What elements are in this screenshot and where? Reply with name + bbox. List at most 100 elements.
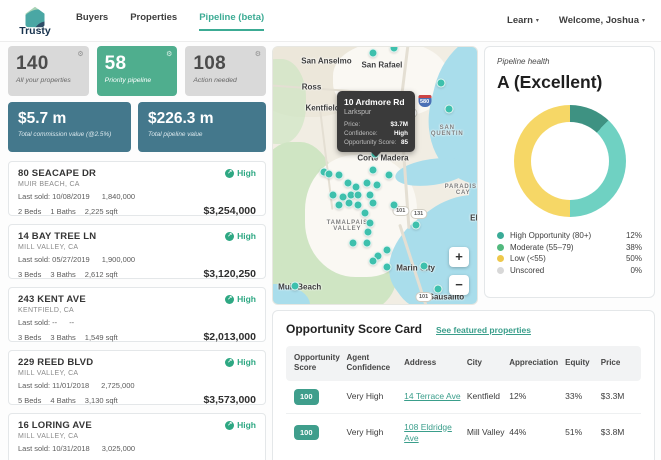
property-specs: 5 Beds 4 Baths 3,130 sqft	[18, 395, 118, 405]
map-marker[interactable]	[384, 170, 394, 180]
address-link[interactable]: 108 Eldridge Ave	[404, 421, 452, 443]
map-place-label: El	[470, 213, 478, 223]
opportunity-badge: ↗ High	[225, 231, 256, 241]
map-marker[interactable]	[362, 238, 372, 248]
route-shield-icon: 131	[410, 208, 428, 219]
see-featured-link[interactable]: See featured properties	[436, 325, 531, 335]
map-marker[interactable]	[389, 200, 399, 210]
address-link[interactable]: 14 Terrace Ave	[404, 391, 461, 402]
map-marker[interactable]	[362, 178, 372, 188]
property-address: 243 KENT AVE	[18, 294, 86, 305]
map-marker[interactable]	[348, 238, 358, 248]
appreciation-cell: 44%	[509, 427, 527, 438]
property-address: 229 REED BLVD	[18, 357, 94, 368]
top-navbar: Trusty Buyers Properties Pipeline (beta) L…	[0, 0, 661, 42]
map-road-badges: 580131101131101	[273, 47, 477, 304]
map-marker[interactable]	[382, 262, 392, 272]
map-marker[interactable]	[368, 256, 378, 266]
map-tooltip: 10 Ardmore Rd Larkspur Price: $3.7M Conf…	[337, 91, 415, 157]
stat-card[interactable]: ⚙ 140 All your properties	[8, 46, 89, 96]
property-card[interactable]: 14 BAY TREE LN MILL VALLEY, CA ↗ High La…	[8, 224, 266, 280]
property-city: KENTFIELD, CA	[18, 306, 75, 314]
tooltip-row: Opportunity Score: 85	[344, 139, 408, 146]
column-header: Address	[404, 358, 437, 368]
map-marker[interactable]	[353, 200, 363, 210]
account-menu[interactable]: Welcome, Joshua ▾	[558, 15, 645, 26]
map-marker[interactable]	[382, 245, 392, 255]
map-marker[interactable]	[372, 180, 382, 190]
property-address: 16 LORING AVE	[18, 420, 92, 431]
brand-name: Trusty	[19, 25, 51, 37]
property-specs: 3 Beds 3 Baths 2,612 sqft	[18, 269, 118, 279]
map-marker[interactable]	[353, 190, 363, 200]
map-marker[interactable]	[328, 190, 338, 200]
column-header: City	[466, 358, 482, 368]
map-marker[interactable]	[444, 104, 454, 114]
total-card: $5.7 m Total commission value (@2.5%)	[8, 102, 131, 152]
opportunity-badge: ↗ High	[225, 294, 256, 304]
gear-icon[interactable]: ⚙	[166, 51, 173, 58]
map-marker[interactable]	[324, 169, 334, 179]
donut-legend: High Opportunity (80+) 12% Moderate (55–…	[497, 231, 642, 275]
legend-label: Unscored	[510, 265, 545, 275]
property-card[interactable]: 243 KENT AVE KENTFIELD, CA ↗ High Last s…	[8, 287, 266, 343]
stat-card[interactable]: ⚙ 108 Action needed	[185, 46, 267, 96]
map-marker[interactable]	[344, 198, 354, 208]
legend-label: High Opportunity (80+)	[510, 231, 592, 240]
appreciation-cell: 12%	[509, 391, 527, 402]
map-place-label: San Anselmo	[301, 56, 352, 66]
map-marker[interactable]	[389, 47, 399, 53]
brand-logo[interactable]: Trusty	[12, 4, 58, 37]
property-card[interactable]: 16 LORING AVE MILL VALLEY, CA ↗ High Las…	[8, 413, 266, 460]
legend-row: Unscored 0%	[497, 266, 642, 275]
nav-tab[interactable]: Pipeline (beta)	[199, 12, 265, 31]
scorecard-title: Opportunity Score Card	[286, 322, 423, 336]
map-place-label: Sausalito	[428, 292, 465, 302]
legend-label: Low (<55)	[510, 254, 546, 263]
main-nav: Buyers Properties Pipeline (beta)	[76, 12, 265, 31]
map-marker[interactable]	[419, 261, 429, 271]
total-card: $226.3 m Total pipeline value	[138, 102, 266, 152]
route-shield-icon: 101	[414, 292, 433, 303]
legend-dot-icon	[497, 243, 504, 251]
health-grade: A (Excellent)	[497, 72, 603, 92]
gear-icon[interactable]: ⚙	[77, 51, 84, 58]
legend-value: 12%	[625, 231, 642, 240]
map-marker[interactable]	[411, 220, 421, 230]
map-marker[interactable]	[360, 208, 370, 218]
zoom-out-button[interactable]: −	[449, 275, 469, 295]
map-marker[interactable]	[368, 165, 378, 175]
stat-value: 58	[104, 53, 127, 74]
map-marker[interactable]	[373, 251, 383, 261]
score-cell: 100	[294, 424, 347, 441]
gear-icon[interactable]: ⚙	[254, 51, 262, 58]
last-sold: Last sold: -- --	[18, 317, 75, 327]
map-place-label: TAMALPAIS VALLEY	[326, 219, 368, 232]
map-marker[interactable]	[433, 284, 443, 294]
stat-card[interactable]: ⚙ 58 Priority pipeline	[96, 46, 178, 96]
property-card[interactable]: 80 SEACAPE DR MUIR BEACH, CA ↗ High Last…	[8, 161, 266, 217]
map-marker[interactable]	[363, 227, 373, 237]
price-cell: $3.8M	[600, 427, 625, 438]
zoom-in-button[interactable]: +	[449, 247, 469, 267]
map-canvas[interactable]: San Anselmo San Rafael Ross Kentfield SAN QU…	[272, 46, 478, 305]
map-marker[interactable]	[334, 200, 344, 210]
score-badge: 100	[294, 424, 319, 441]
total-value: $5.7 m	[18, 110, 67, 127]
map-marker[interactable]	[368, 198, 378, 208]
map-marker[interactable]	[290, 281, 300, 291]
total-label: Total commission value (@2.5%)	[18, 131, 112, 138]
nav-tab[interactable]: Buyers	[76, 12, 109, 23]
map-marker[interactable]	[436, 78, 446, 88]
map-marker[interactable]	[368, 48, 378, 58]
property-card[interactable]: 229 REED BLVD MILL VALLEY, CA ↗ High Las…	[8, 350, 266, 406]
map-marker[interactable]	[334, 170, 344, 180]
badge-label: High	[237, 357, 256, 367]
learn-menu[interactable]: Learn ▾	[507, 15, 539, 26]
score-badge: 100	[294, 388, 319, 405]
stat-label: All your properties	[16, 77, 71, 84]
map-marker[interactable]	[365, 218, 375, 228]
map-markers	[273, 47, 477, 304]
nav-tab[interactable]: Properties	[130, 12, 178, 23]
table-row: 100 Very High 14 Terrace Ave Kentfield 1…	[286, 381, 641, 414]
